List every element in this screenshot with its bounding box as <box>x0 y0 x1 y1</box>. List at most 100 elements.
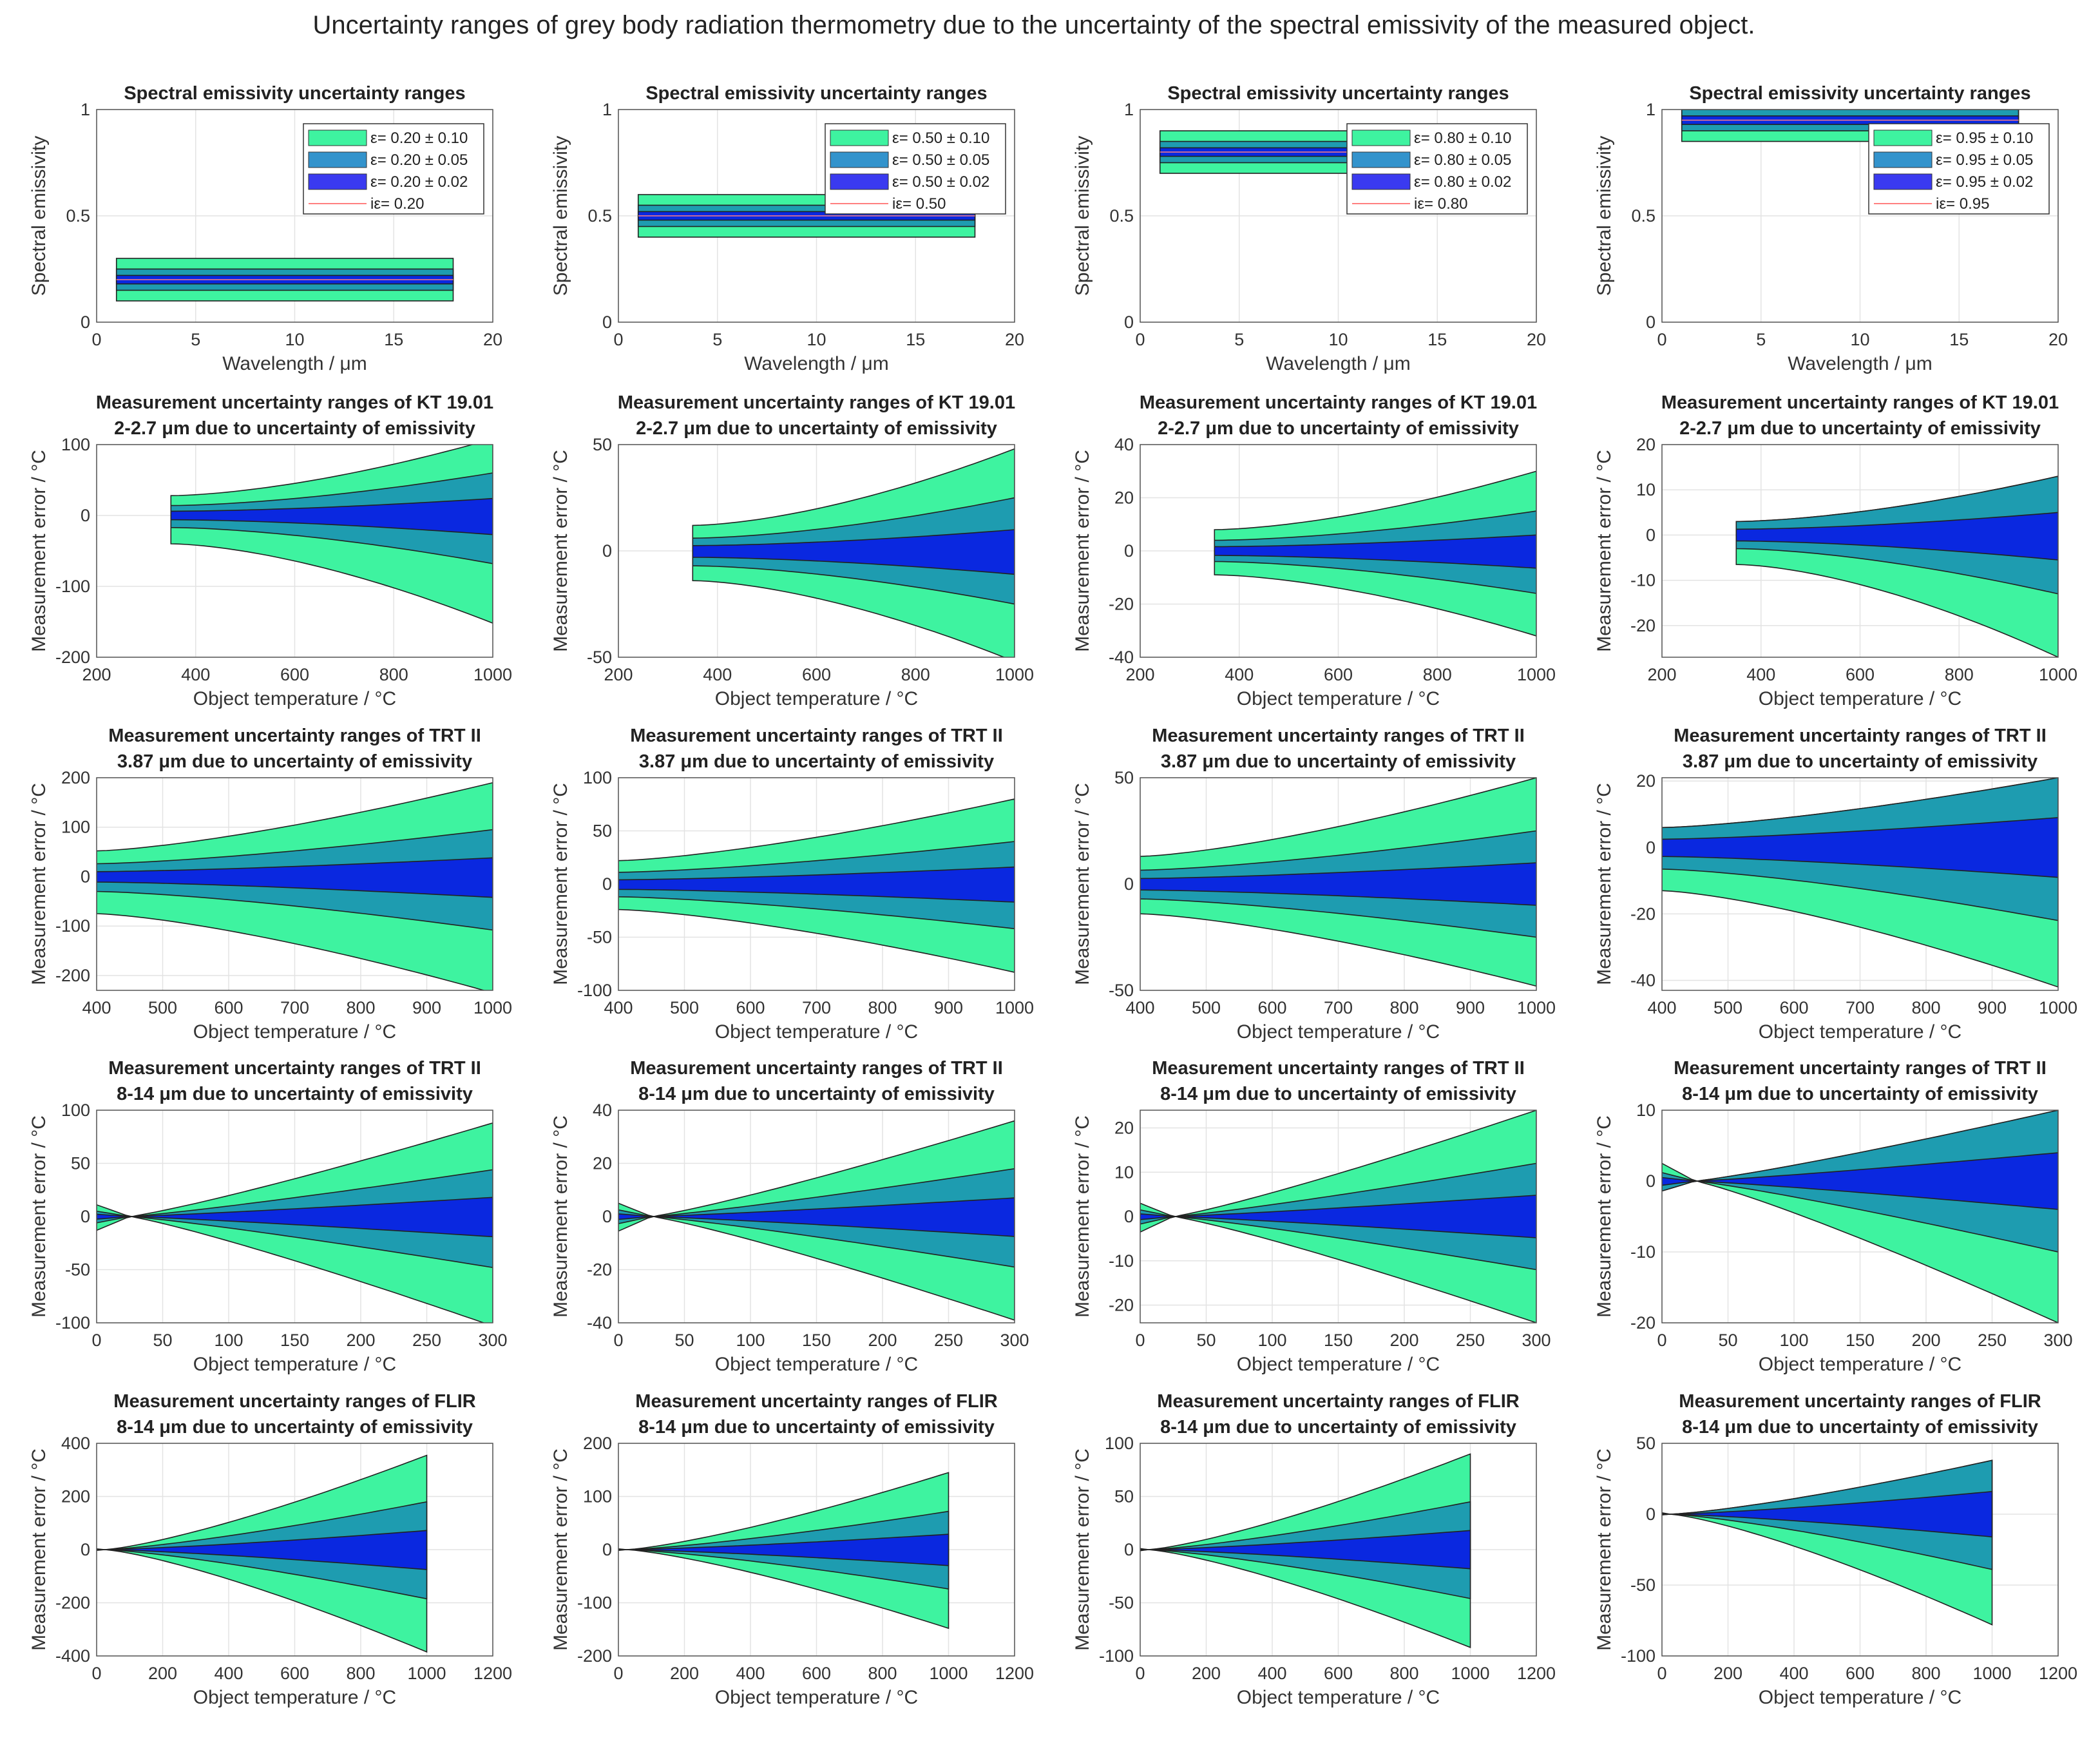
x-tick-label: 400 <box>703 665 732 684</box>
y-tick-label: 0 <box>1124 874 1134 894</box>
y-tick-label: 0 <box>602 313 612 332</box>
y-tick-label: 1 <box>602 100 612 119</box>
y-tick-label: -200 <box>55 648 90 667</box>
y-tick-label: 100 <box>1105 1434 1134 1453</box>
panel-title: Measurement uncertainty ranges of TRT II <box>630 1058 1003 1079</box>
y-tick-label: 0 <box>1646 313 1656 332</box>
x-tick-label: 250 <box>412 1331 441 1350</box>
x-tick-label: 100 <box>1779 1331 1808 1350</box>
x-tick-label: 400 <box>736 1664 765 1683</box>
axes-box <box>1661 109 2059 323</box>
legend-entry-label: ε= 0.20 ± 0.05 <box>370 151 468 169</box>
y-tick-label: 20 <box>593 1154 612 1173</box>
x-axis-label: Object temperature / °C <box>1759 688 1962 709</box>
y-tick-label: 100 <box>583 1487 612 1506</box>
axes-box <box>1140 444 1537 658</box>
x-tick-label: 100 <box>736 1331 765 1350</box>
y-tick-label: 0 <box>1646 1505 1656 1524</box>
panel-title: Measurement uncertainty ranges of TRT II <box>1674 726 2047 746</box>
plot-area <box>1662 1459 1993 1626</box>
x-tick-label: 800 <box>868 1664 897 1683</box>
error-band-inner <box>1214 534 1536 569</box>
error-band-inner <box>1662 1490 1993 1538</box>
y-tick-label: 0 <box>1124 313 1134 332</box>
axes-box <box>1661 777 2059 991</box>
y-axis-label: Measurement error / °C <box>550 783 571 985</box>
panel-title: Measurement uncertainty ranges of TRT II <box>108 1058 481 1079</box>
x-axis-label: Object temperature / °C <box>715 1021 918 1043</box>
chart-panel-r3-c2: 0 50 100 150 200 250 300 -20 -10 0 10 20 Object temp… <box>1072 1058 1551 1375</box>
x-tick-label: 0 <box>1135 1331 1145 1350</box>
x-tick-label: 600 <box>280 1664 309 1683</box>
y-tick-label: 200 <box>583 1434 612 1453</box>
y-tick-label: 400 <box>61 1434 90 1453</box>
axes-box <box>618 777 1015 991</box>
panel-title: 8-14 μm due to uncertainty of emissivity <box>1682 1084 2038 1104</box>
legend-entry-label: iε= 0.80 <box>1414 195 1467 213</box>
y-tick-label: 50 <box>1114 768 1134 787</box>
legend-swatch <box>1351 151 1411 168</box>
x-axis-label: Object temperature / °C <box>193 1021 396 1043</box>
legend-entry-label: ε= 0.20 ± 0.10 <box>370 130 468 147</box>
x-tick-label: 500 <box>670 998 699 1017</box>
plot-area <box>1662 778 2058 988</box>
x-tick-label: 400 <box>214 1664 243 1683</box>
y-tick-label: -10 <box>1630 1242 1656 1262</box>
x-tick-label: 900 <box>1978 998 2007 1017</box>
legend-swatch <box>830 173 889 190</box>
y-tick-label: -40 <box>1630 971 1656 990</box>
y-tick-label: 1 <box>1646 100 1656 119</box>
x-tick-label: 400 <box>1779 1664 1808 1683</box>
x-tick-label: 0 <box>613 1664 623 1683</box>
y-axis-label: Measurement error / °C <box>1594 1115 1615 1318</box>
x-tick-label: 0 <box>1135 330 1145 349</box>
panel-title: 8-14 μm due to uncertainty of emissivity <box>1160 1417 1516 1438</box>
x-tick-label: 400 <box>1746 665 1775 684</box>
x-tick-label: 800 <box>1423 665 1452 684</box>
x-tick-label: 1000 <box>1972 1664 2011 1683</box>
x-tick-label: 200 <box>1192 1664 1221 1683</box>
x-tick-label: 400 <box>1125 998 1154 1017</box>
y-axis-label: Measurement error / °C <box>1072 783 1093 985</box>
chart-panel-r1-c0: 200 400 600 800 1000 -200 -100 0 100 Object tempe… <box>28 392 512 709</box>
y-tick-label: 50 <box>1636 1434 1656 1453</box>
legend-entry-label: ε= 0.50 ± 0.10 <box>892 130 989 147</box>
y-tick-label: 40 <box>593 1101 612 1120</box>
x-tick-label: 800 <box>1911 1664 1940 1683</box>
x-axis-label: Object temperature / °C <box>1237 688 1440 709</box>
x-tick-label: 600 <box>214 998 243 1017</box>
panel-title: 8-14 μm due to uncertainty of emissivity <box>117 1084 473 1104</box>
x-tick-label: 150 <box>802 1331 831 1350</box>
x-axis-label: Object temperature / °C <box>1237 1687 1440 1708</box>
x-tick-label: 1000 <box>929 1664 968 1683</box>
x-tick-label: 600 <box>1324 665 1353 684</box>
y-tick-label: -200 <box>55 966 90 985</box>
x-tick-label: 200 <box>1125 665 1154 684</box>
legend-swatch <box>1873 130 1933 146</box>
x-tick-label: 1000 <box>995 665 1034 684</box>
y-tick-label: 20 <box>1636 435 1656 454</box>
y-tick-label: 0.5 <box>66 206 90 226</box>
x-tick-label: 600 <box>1324 1664 1353 1683</box>
y-axis-label: Spectral emissivity <box>1594 136 1615 296</box>
panel-title: 3.87 μm due to uncertainty of emissivity <box>117 751 472 772</box>
x-tick-label: 400 <box>604 998 633 1017</box>
x-axis-label: Object temperature / °C <box>715 1687 918 1708</box>
panel-title: 2-2.7 μm due to uncertainty of emissivit… <box>114 418 475 439</box>
panel-title: Measurement uncertainty ranges of TRT II <box>108 726 481 746</box>
x-tick-label: 600 <box>1779 998 1808 1017</box>
y-axis-label: Measurement error / °C <box>28 783 50 985</box>
x-tick-label: 300 <box>1000 1331 1029 1350</box>
x-tick-label: 0 <box>1657 1331 1666 1350</box>
x-tick-label: 700 <box>802 998 831 1017</box>
y-tick-label: 1 <box>1124 100 1134 119</box>
y-tick-label: 0 <box>81 1207 90 1226</box>
error-band-inner <box>618 866 1015 903</box>
x-tick-label: 150 <box>1846 1331 1875 1350</box>
y-tick-label: 0 <box>602 1207 612 1226</box>
x-tick-label: 200 <box>1389 1331 1418 1350</box>
y-tick-label: 0 <box>1124 541 1134 561</box>
x-tick-label: 250 <box>1978 1331 2007 1350</box>
y-tick-label: -200 <box>55 1593 90 1613</box>
